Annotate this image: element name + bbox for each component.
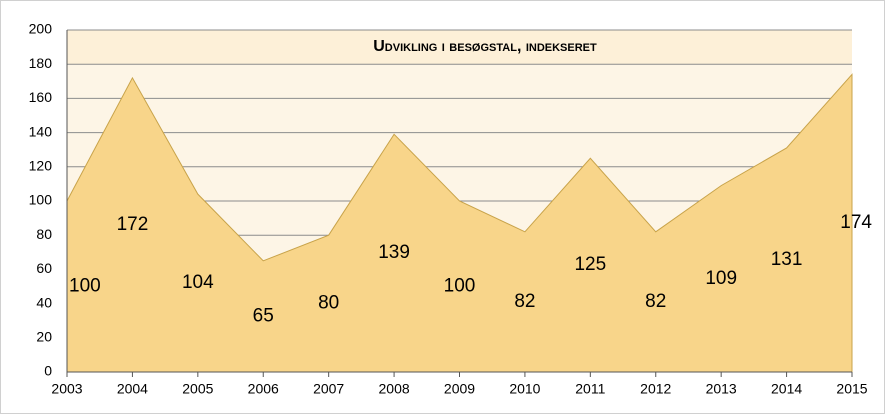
value-label: 100	[444, 276, 476, 297]
x-tick-label: 2004	[117, 381, 148, 397]
x-tick-label: 2008	[379, 381, 410, 397]
title-band	[67, 30, 852, 64]
chart-title: Udvikling i besøgstal, indekseret	[373, 38, 597, 55]
value-label: 82	[514, 291, 535, 312]
x-tick-label: 2012	[640, 381, 671, 397]
y-tick-label: 120	[29, 158, 53, 174]
y-tick-label: 160	[29, 89, 53, 105]
value-label: 80	[318, 293, 339, 314]
value-label: 65	[253, 305, 274, 326]
value-label: 139	[378, 242, 410, 263]
value-label: 82	[645, 291, 666, 312]
y-tick-label: 100	[29, 192, 53, 208]
y-tick-label: 0	[44, 363, 52, 379]
value-label: 109	[705, 268, 737, 289]
x-tick-label: 2010	[509, 381, 540, 397]
marks	[66, 73, 853, 373]
x-tick-label: 2005	[182, 381, 213, 397]
x-tick-label: 2014	[771, 381, 802, 397]
value-label: 172	[117, 214, 149, 235]
x-tick-label: 2013	[706, 381, 737, 397]
y-tick-label: 80	[36, 226, 52, 242]
value-label: 104	[182, 272, 214, 293]
value-label: 174	[840, 212, 872, 233]
x-tick-label: 2003	[51, 381, 82, 397]
y-tick-label: 200	[29, 21, 53, 37]
x-tick-label: 2007	[313, 381, 344, 397]
y-tick-label: 180	[29, 55, 53, 71]
x-tick-label: 2009	[444, 381, 475, 397]
value-label: 100	[69, 276, 101, 297]
x-tick-label: 2006	[248, 381, 279, 397]
y-tick-label: 60	[36, 260, 52, 276]
x-tick-label: 2015	[836, 381, 867, 397]
y-tick-label: 140	[29, 123, 53, 139]
area	[66, 73, 853, 373]
y-tick-label: 20	[36, 329, 52, 345]
value-label: 131	[771, 249, 803, 270]
x-tick-label: 2011	[575, 381, 605, 397]
y-tick-label: 40	[36, 294, 52, 310]
value-label: 125	[574, 254, 606, 275]
